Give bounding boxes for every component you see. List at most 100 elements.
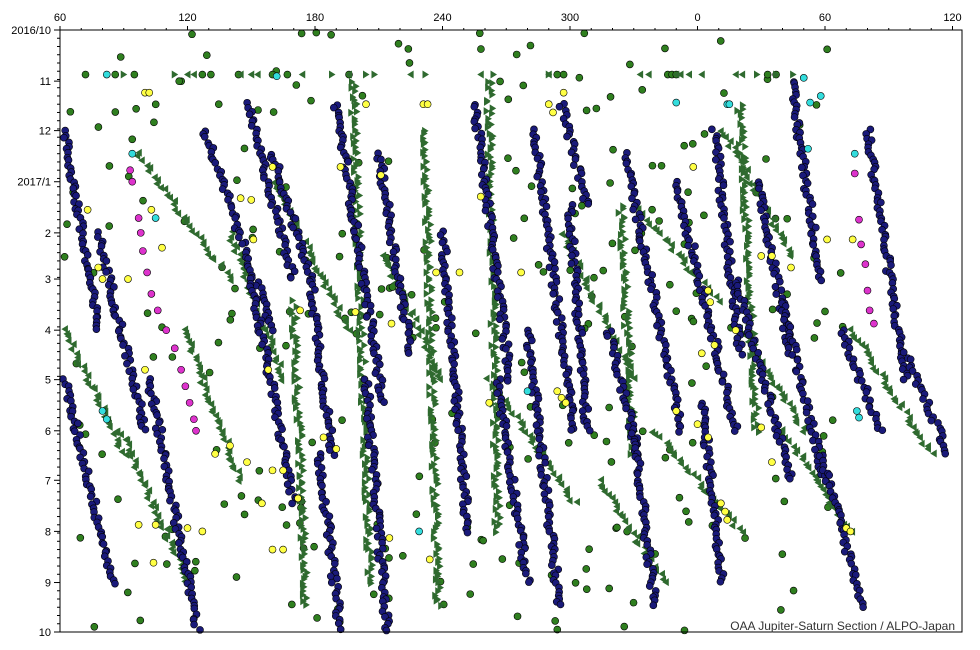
data-point-tri-right xyxy=(742,142,749,151)
data-point-navy xyxy=(471,124,479,133)
data-point-tri-right xyxy=(739,136,746,145)
data-point-green xyxy=(590,273,598,282)
data-point-navy xyxy=(797,163,806,172)
data-point-navy xyxy=(452,420,461,428)
data-point-tri-left xyxy=(736,524,743,533)
data-point-navy xyxy=(719,370,728,379)
data-point-tri-left xyxy=(204,250,212,259)
data-point-tri-left xyxy=(685,70,692,79)
data-point-magenta xyxy=(162,326,171,334)
data-point-tri-left xyxy=(566,496,573,505)
data-point-tri-left xyxy=(862,343,869,352)
data-point-tri-left xyxy=(208,407,215,416)
data-point-tri-right xyxy=(489,109,496,118)
data-point-magenta xyxy=(147,290,156,298)
data-point-tri-right xyxy=(741,188,749,197)
data-point-tri-left xyxy=(583,284,590,293)
data-point-tri-right xyxy=(492,310,500,319)
data-point-navy xyxy=(906,355,915,364)
data-point-navy xyxy=(780,315,788,324)
data-point-tri-left xyxy=(239,272,247,281)
x-tick-label: 300 xyxy=(561,12,579,24)
data-point-tri-right xyxy=(360,435,367,444)
data-point-navy xyxy=(850,363,858,372)
data-point-tri-right xyxy=(371,70,378,79)
data-point-tri-right xyxy=(348,83,356,92)
data-point-tri-left xyxy=(724,142,732,151)
data-point-green xyxy=(539,268,548,276)
data-point-navy xyxy=(111,579,119,588)
data-point-tri-left xyxy=(573,497,580,506)
data-point-green xyxy=(819,432,828,440)
data-point-navy xyxy=(760,387,769,395)
data-point-green xyxy=(399,552,407,560)
data-point-green xyxy=(202,51,211,60)
data-point-yellow xyxy=(846,527,855,536)
data-point-tri-right xyxy=(433,549,440,558)
data-point-navy xyxy=(404,349,413,357)
data-point-tri-left xyxy=(342,323,349,332)
data-point-navy xyxy=(535,435,543,443)
data-point-tri-right xyxy=(426,304,433,313)
data-point-tri-right xyxy=(424,257,431,266)
data-point-tri-right xyxy=(298,461,306,470)
data-point-navy xyxy=(675,428,683,436)
data-point-tri-left xyxy=(230,247,237,256)
data-point-tri-right xyxy=(438,601,445,610)
data-point-green xyxy=(81,70,90,79)
data-point-tri-left xyxy=(190,70,197,79)
data-point-tri-left xyxy=(576,271,584,280)
data-point-green xyxy=(471,329,480,338)
data-point-navy xyxy=(72,191,80,200)
data-point-tri-right xyxy=(422,218,429,227)
data-point-yellow xyxy=(697,349,706,358)
data-point-tri-right xyxy=(299,516,306,525)
data-point-tri-left xyxy=(769,214,777,223)
data-point-navy xyxy=(515,541,523,549)
data-point-tri-right xyxy=(296,483,303,492)
data-point-tri-left xyxy=(94,392,102,401)
data-point-navy xyxy=(175,539,183,547)
data-point-green xyxy=(777,606,785,614)
data-point-navy xyxy=(354,221,363,230)
data-point-tri-left xyxy=(595,307,602,316)
data-point-tri-right xyxy=(293,403,300,412)
data-point-green xyxy=(768,305,777,314)
data-point-navy xyxy=(329,103,338,112)
data-point-tri-right xyxy=(292,365,300,374)
data-point-tri-right xyxy=(423,181,430,190)
data-point-tri-left xyxy=(226,236,233,245)
data-point-tri-right xyxy=(351,120,359,129)
data-point-tri-right xyxy=(751,329,759,338)
data-point-navy xyxy=(368,466,376,474)
y-tick-label: 2 xyxy=(45,228,51,240)
data-point-tri-right xyxy=(355,294,362,303)
data-point-green xyxy=(232,573,241,581)
x-tick-label: 120 xyxy=(178,12,196,24)
data-point-tri-right xyxy=(424,189,432,198)
data-point-tri-left xyxy=(197,233,205,242)
data-point-navy xyxy=(645,582,654,590)
data-point-tri-left xyxy=(82,376,89,385)
data-point-green xyxy=(688,438,697,447)
data-point-navy xyxy=(622,159,631,168)
data-point-tri-right xyxy=(742,210,750,219)
data-point-tri-left xyxy=(137,476,144,485)
data-point-navy xyxy=(556,600,565,609)
data-point-navy xyxy=(70,427,79,436)
data-point-navy xyxy=(495,315,504,324)
data-point-navy xyxy=(320,374,329,383)
data-point-magenta xyxy=(850,169,859,178)
data-point-tri-left xyxy=(791,449,799,458)
data-point-green xyxy=(783,214,791,223)
data-point-magenta xyxy=(126,166,134,174)
data-point-tri-left xyxy=(125,440,133,449)
data-point-navy xyxy=(667,366,675,375)
data-point-navy xyxy=(211,159,220,167)
data-point-navy xyxy=(706,334,715,343)
data-point-magenta xyxy=(139,247,147,255)
data-point-yellow xyxy=(455,268,464,277)
data-point-green xyxy=(605,584,614,593)
data-point-navy xyxy=(792,367,801,376)
data-point-tri-left xyxy=(153,515,160,524)
